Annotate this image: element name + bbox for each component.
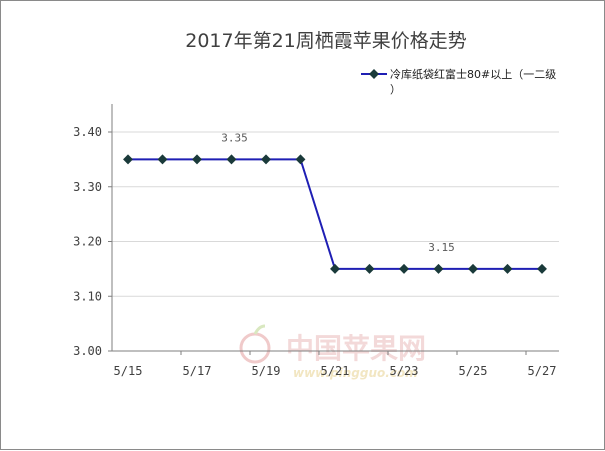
legend: 冷库纸袋红富士80#以上（一二级 ） <box>361 67 556 96</box>
data-point <box>502 263 513 274</box>
data-point <box>123 154 133 165</box>
x-tick-label: 5/17 <box>183 364 212 378</box>
data-point <box>226 154 237 165</box>
x-tick-label: 5/19 <box>252 364 281 378</box>
y-tick-label: 3.20 <box>73 235 102 249</box>
x-tick-label: 5/23 <box>390 364 419 378</box>
annotations: 3.35 3.15 <box>221 131 455 254</box>
legend-label-line-1: 冷库纸袋红富士80#以上（一二级 <box>390 67 556 81</box>
series-layer <box>123 154 547 274</box>
y-tick-label: 3.00 <box>73 344 102 358</box>
legend-swatch-marker <box>369 69 379 79</box>
watermark: 中国苹果网 www.pingguo.com <box>239 324 426 380</box>
watermark-url: www.pingguo.com <box>293 366 418 380</box>
data-point <box>261 154 271 165</box>
data-point <box>295 154 306 165</box>
grid-lines <box>112 131 559 297</box>
data-point <box>157 154 168 165</box>
data-point <box>537 263 547 274</box>
data-point <box>468 263 478 274</box>
chart-title: 2017年第21周栖霞苹果价格走势 <box>185 30 467 52</box>
data-point <box>364 263 375 274</box>
x-tick-label: 5/25 <box>459 364 488 378</box>
series-line <box>128 158 542 270</box>
y-tick-label: 3.30 <box>73 180 102 194</box>
data-point <box>399 263 409 274</box>
x-tick-label: 5/15 <box>114 364 143 378</box>
data-point <box>330 263 340 274</box>
apple-logo-icon <box>239 324 271 364</box>
y-tick-label: 3.40 <box>73 125 102 139</box>
x-tick-label: 5/21 <box>321 364 350 378</box>
watermark-text: 中国苹果网 <box>286 332 426 365</box>
x-axis-ticks: 5/15 5/17 5/19 5/21 5/23 5/25 5/27 <box>114 351 557 378</box>
data-label: 3.35 <box>221 131 248 144</box>
legend-label-line-2: ） <box>390 83 401 96</box>
x-tick-label: 5/27 <box>528 364 557 378</box>
y-axis-ticks: 3.00 3.10 3.20 3.30 3.40 <box>73 125 112 358</box>
data-point <box>192 154 202 165</box>
y-tick-label: 3.10 <box>73 289 102 303</box>
data-label: 3.15 <box>428 241 455 254</box>
data-point <box>433 263 444 274</box>
